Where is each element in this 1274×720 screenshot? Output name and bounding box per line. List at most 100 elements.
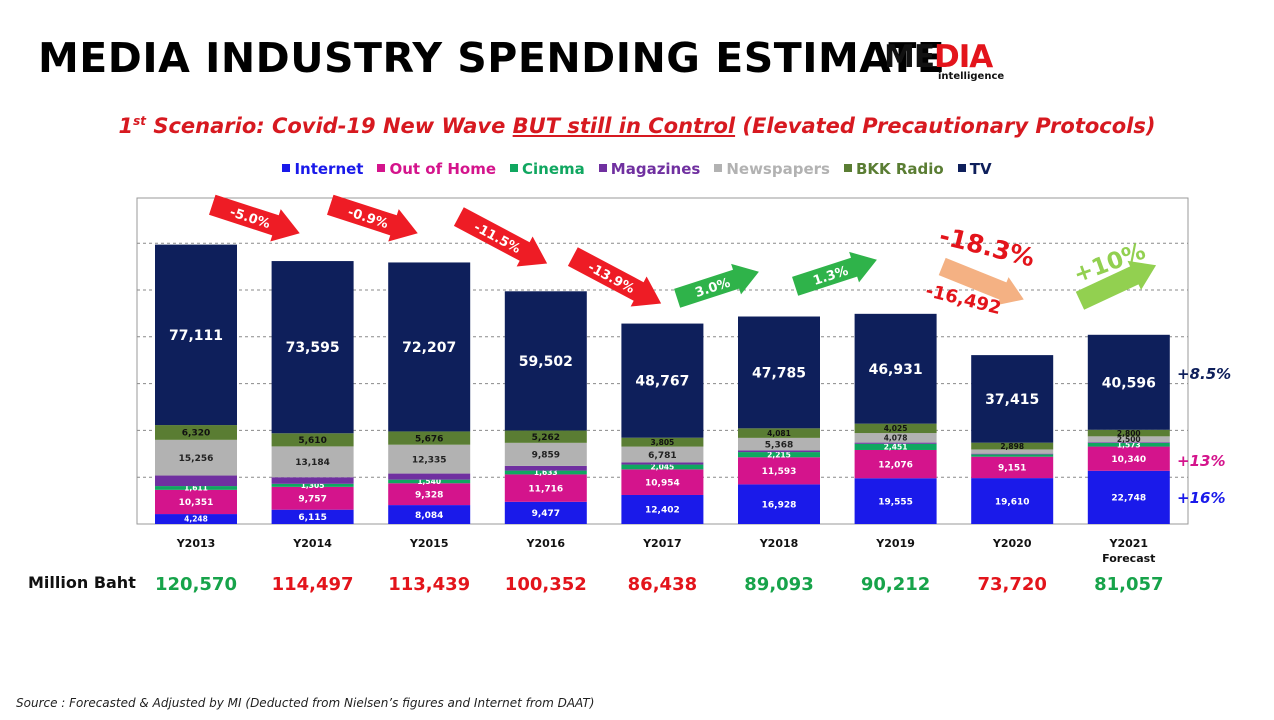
bar-segment-cinema bbox=[388, 479, 471, 484]
bar-segment-newspapers bbox=[155, 439, 237, 476]
growth-arrow-shape bbox=[326, 194, 418, 242]
side-growth-label-out_of_home: +13% bbox=[1177, 452, 1225, 470]
bar-segment-bkk_radio bbox=[621, 437, 704, 447]
growth-arrow bbox=[1075, 260, 1157, 310]
bar-segment-cinema bbox=[155, 486, 237, 490]
bar-segment-tv bbox=[388, 262, 471, 432]
data-label-newspapers: 9,859 bbox=[532, 451, 560, 461]
data-label-bkk_radio: 5,676 bbox=[415, 434, 443, 444]
logo-word-part1: ME bbox=[884, 39, 935, 75]
side-growth-label-internet: +16% bbox=[1177, 489, 1225, 507]
bar-segment-internet bbox=[738, 484, 820, 524]
bar-segment-tv bbox=[738, 316, 820, 429]
legend-label-out_of_home: Out of Home bbox=[389, 160, 497, 178]
data-label-internet: 6,115 bbox=[298, 513, 326, 523]
data-label-cinema: 1,611 bbox=[184, 484, 208, 493]
bar-segment-cinema bbox=[971, 454, 1054, 457]
legend-label-newspapers: Newspapers bbox=[726, 160, 830, 178]
data-label-bkk_radio: 3,805 bbox=[651, 438, 675, 447]
data-label-out_of_home: 9,757 bbox=[298, 495, 326, 505]
x-tick-label: Y2020 bbox=[992, 537, 1032, 550]
legend-label-magazines: Magazines bbox=[610, 160, 701, 178]
growth-arrow-shape bbox=[674, 263, 759, 308]
chart-legend: Internet Out of Home Cinema Magazines Newspa… bbox=[0, 160, 1274, 178]
bar-segment-magazines bbox=[1087, 442, 1170, 443]
data-label-internet: 8,084 bbox=[415, 511, 443, 521]
data-label-tv: 73,595 bbox=[286, 340, 340, 356]
data-label-internet: 9,477 bbox=[532, 509, 560, 519]
bar-segment-cinema bbox=[738, 452, 820, 458]
bar-segment-cinema bbox=[854, 443, 937, 450]
data-label-out_of_home: 12,076 bbox=[878, 460, 913, 470]
bar-segment-internet bbox=[621, 494, 704, 524]
total-value: 100,352 bbox=[505, 574, 587, 595]
bar-segment-magazines bbox=[971, 453, 1054, 455]
bar-segment-newspapers bbox=[621, 446, 704, 463]
data-label-internet: 19,555 bbox=[878, 497, 913, 507]
data-label-bkk_radio: 5,262 bbox=[532, 433, 560, 443]
bar-segment-bkk_radio bbox=[738, 428, 820, 438]
total-value: 89,093 bbox=[744, 574, 813, 595]
legend-swatch-magazines bbox=[598, 163, 607, 172]
data-label-tv: 72,207 bbox=[402, 340, 456, 356]
legend-swatch-bkk_radio bbox=[843, 163, 852, 172]
bar-segment-newspapers bbox=[388, 444, 471, 474]
total-row-label: Million Baht bbox=[28, 573, 136, 592]
legend-swatch-out_of_home bbox=[377, 163, 386, 172]
data-label-newspapers: 6,781 bbox=[648, 451, 676, 461]
x-tick-sublabel: Forecast bbox=[1102, 552, 1155, 565]
bar-segment-cinema bbox=[621, 464, 704, 470]
total-value: 86,438 bbox=[628, 574, 697, 595]
bar-segment-magazines bbox=[854, 442, 937, 444]
bar-segment-magazines bbox=[738, 450, 820, 453]
bar-segment-magazines bbox=[504, 465, 587, 471]
data-label-out_of_home: 10,351 bbox=[179, 498, 214, 508]
data-label-tv: 77,111 bbox=[169, 328, 223, 344]
data-label-cinema: 1,633 bbox=[534, 468, 558, 477]
x-tick-label: Y2019 bbox=[875, 537, 915, 550]
legend-swatch-internet bbox=[282, 163, 291, 172]
total-value: 90,212 bbox=[861, 574, 930, 595]
bar-segment-cinema bbox=[1087, 442, 1170, 447]
data-label-tv: 37,415 bbox=[985, 392, 1039, 408]
data-label-tv: 47,785 bbox=[752, 365, 806, 381]
bar-segment-magazines bbox=[271, 477, 354, 484]
x-tick-label: Y2021 bbox=[1109, 537, 1149, 550]
bar-segment-bkk_radio bbox=[388, 431, 471, 445]
bar-segment-out_of_home bbox=[1087, 446, 1170, 471]
bar-segment-newspapers bbox=[271, 446, 354, 478]
total-value: 113,439 bbox=[388, 574, 470, 595]
bar-segment-tv bbox=[1087, 334, 1170, 430]
side-growth-label-tv: +8.5% bbox=[1177, 365, 1231, 383]
legend-swatch-cinema bbox=[510, 163, 519, 172]
growth-arrow-shape bbox=[208, 194, 300, 242]
legend-item-magazines: Magazines bbox=[598, 160, 701, 178]
bar-segment-internet bbox=[271, 509, 354, 524]
subtitle-underlined: BUT still in Control bbox=[512, 114, 736, 138]
data-label-internet: 22,748 bbox=[1111, 494, 1146, 504]
bar-segment-bkk_radio bbox=[271, 433, 354, 447]
bar-segment-out_of_home bbox=[271, 486, 354, 510]
legend-label-cinema: Cinema bbox=[522, 160, 585, 178]
subtitle-ordinal: 1 bbox=[118, 114, 134, 138]
data-label-newspapers: 15,256 bbox=[179, 454, 214, 464]
data-label-cinema: 1,573 bbox=[1117, 440, 1141, 449]
data-label-out_of_home: 11,593 bbox=[762, 467, 797, 477]
data-label-newspapers: 13,184 bbox=[295, 458, 330, 468]
growth-arrow-shape bbox=[1075, 260, 1157, 310]
bar-segment-newspapers bbox=[1087, 436, 1170, 443]
growth-arrow: 1.3% bbox=[792, 251, 877, 296]
legend-item-cinema: Cinema bbox=[510, 160, 585, 178]
data-label-bkk_radio: 2,800 bbox=[1117, 429, 1141, 438]
legend-item-newspapers: Newspapers bbox=[714, 160, 830, 178]
data-label-tv: 48,767 bbox=[635, 374, 689, 390]
x-tick-label: Y2013 bbox=[176, 537, 216, 550]
data-label-newspapers: 2,500 bbox=[1117, 435, 1141, 444]
logo-subtext: intelligence bbox=[938, 71, 1005, 82]
data-label-bkk_radio: 2,898 bbox=[1000, 442, 1024, 451]
bar-segment-magazines bbox=[621, 462, 704, 465]
growth-arrow-shape bbox=[567, 247, 662, 307]
data-label-cinema: 2,215 bbox=[767, 450, 791, 459]
growth-arrow bbox=[938, 257, 1024, 305]
data-label-newspapers: 12,335 bbox=[412, 455, 447, 465]
